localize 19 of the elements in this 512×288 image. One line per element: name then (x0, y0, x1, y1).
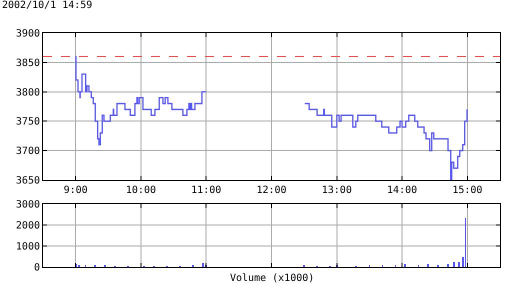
y-tick-label: 3900 (16, 28, 40, 40)
chart-title: 2002/10/1 14:59 (2, 0, 92, 11)
y-tick-label: 0 (34, 262, 40, 274)
x-tick-label: 14:00 (387, 184, 418, 196)
y-tick-label: 3700 (16, 146, 40, 158)
y-tick-label: 3750 (16, 116, 40, 128)
x-tick-label: 11:00 (191, 184, 222, 196)
y-tick-label: 1000 (16, 242, 40, 253)
x-axis-title: Volume (x1000) (230, 273, 314, 284)
y-tick-label: 3650 (16, 175, 40, 186)
x-tick-label: 10:00 (126, 184, 156, 196)
y-tick-label: 3000 (16, 200, 40, 211)
y-tick-label: 3850 (16, 58, 40, 69)
y-tick-label: 2000 (16, 220, 40, 232)
x-tick-label: 12:00 (256, 184, 287, 196)
y-tick-label: 3800 (16, 87, 40, 98)
x-tick-label: 15:00 (452, 184, 482, 196)
x-tick-label: 9:00 (64, 184, 88, 196)
x-tick-label: 13:00 (322, 184, 352, 196)
